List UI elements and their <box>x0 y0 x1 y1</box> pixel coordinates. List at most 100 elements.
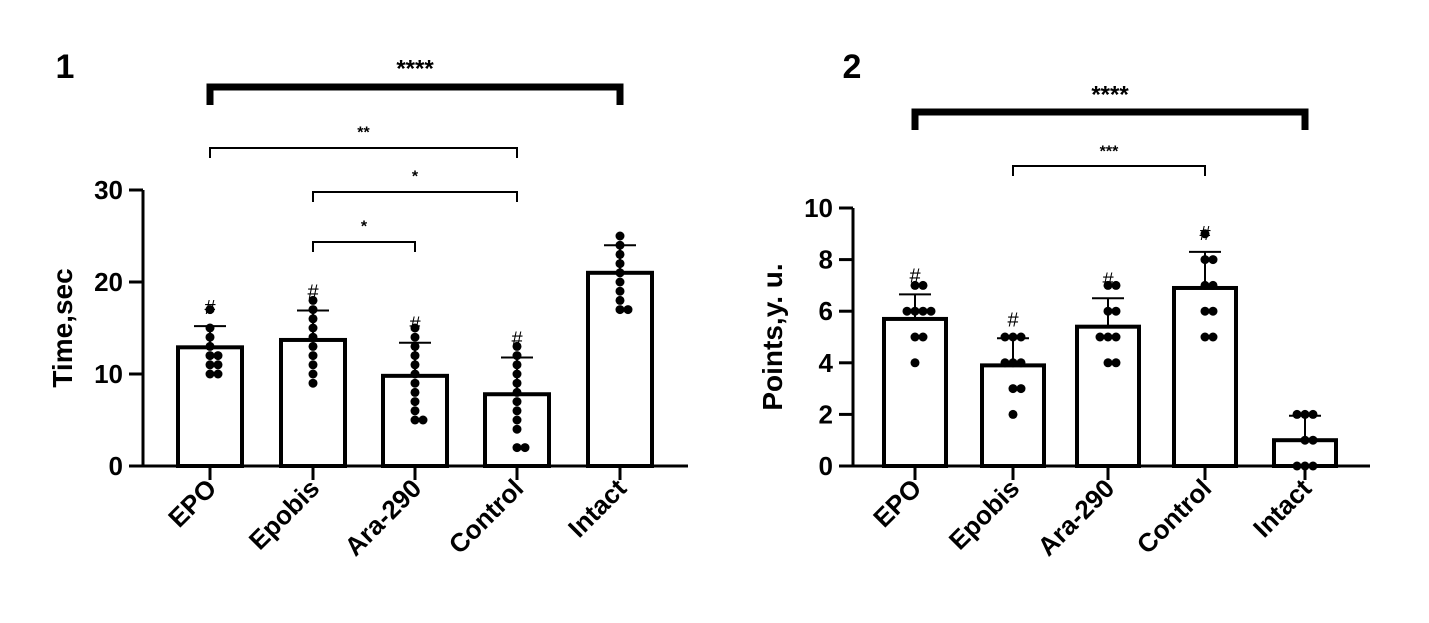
data-point <box>615 240 625 250</box>
data-point <box>1208 306 1218 316</box>
data-point <box>623 305 633 315</box>
data-point <box>926 306 936 316</box>
data-point <box>512 424 522 434</box>
data-point <box>615 305 625 315</box>
data-point <box>410 332 420 342</box>
comparison-label: * <box>361 219 368 236</box>
data-point <box>205 305 215 315</box>
data-point <box>410 323 420 333</box>
data-point <box>410 415 420 425</box>
y-axis-title: Time,sec <box>47 268 78 387</box>
significance-marker: # <box>409 314 421 336</box>
data-point <box>1308 461 1318 471</box>
data-point <box>1103 306 1113 316</box>
data-point <box>308 341 318 351</box>
data-point <box>918 280 928 290</box>
data-point <box>410 360 420 370</box>
data-point <box>308 305 318 315</box>
data-point <box>512 443 522 453</box>
y-tick-label: 4 <box>819 348 834 378</box>
data-point <box>512 378 522 388</box>
data-point <box>615 286 625 296</box>
data-point <box>1103 358 1113 368</box>
data-point <box>615 249 625 259</box>
category-label: Epobis <box>243 473 325 555</box>
y-tick-label: 6 <box>819 296 833 326</box>
y-tick-label: 30 <box>94 175 123 205</box>
comparison-label: **** <box>1091 81 1129 108</box>
significance-marker: # <box>1199 223 1211 245</box>
significance-marker: # <box>204 297 216 319</box>
data-point <box>410 341 420 351</box>
data-point <box>418 415 428 425</box>
data-point <box>918 306 928 316</box>
data-point <box>410 397 420 407</box>
data-point <box>1292 461 1302 471</box>
data-point <box>512 360 522 370</box>
data-point <box>410 369 420 379</box>
data-point <box>910 358 920 368</box>
data-point <box>213 369 223 379</box>
data-point <box>1103 332 1113 342</box>
data-point <box>308 351 318 361</box>
bar-intact <box>586 270 654 468</box>
data-point <box>205 332 215 342</box>
data-point <box>213 351 223 361</box>
data-point <box>205 369 215 379</box>
panel-label: 2 <box>843 48 862 86</box>
data-point <box>1200 332 1210 342</box>
data-point <box>1300 435 1310 445</box>
data-point <box>1208 255 1218 265</box>
data-point <box>308 369 318 379</box>
data-point <box>1008 409 1018 419</box>
data-point <box>615 268 625 278</box>
data-point <box>512 369 522 379</box>
data-point <box>1300 409 1310 419</box>
data-point <box>1200 306 1210 316</box>
data-point <box>1111 358 1121 368</box>
data-point <box>1016 332 1026 342</box>
comparison-bracket <box>206 83 624 105</box>
y-tick-label: 0 <box>819 451 833 481</box>
comparison-label: * <box>412 169 419 186</box>
category-label: Control <box>443 473 530 560</box>
bar-epobis <box>279 337 347 468</box>
data-point <box>308 323 318 333</box>
comparison-bracket <box>312 241 416 252</box>
y-tick-label: 10 <box>94 359 123 389</box>
data-point <box>615 295 625 305</box>
data-point <box>410 387 420 397</box>
category-label: EPO <box>867 473 927 533</box>
data-point <box>512 397 522 407</box>
data-point <box>1095 332 1105 342</box>
data-point <box>205 323 215 333</box>
data-point <box>615 277 625 287</box>
data-point <box>410 406 420 416</box>
comparison-label: ** <box>357 125 370 142</box>
data-point <box>910 280 920 290</box>
data-point <box>1200 255 1210 265</box>
data-point <box>1208 332 1218 342</box>
data-point <box>308 360 318 370</box>
data-point <box>1111 306 1121 316</box>
data-point <box>1008 384 1018 394</box>
category-label: Intact <box>562 473 632 543</box>
data-point <box>410 378 420 388</box>
significance-marker: # <box>909 265 921 287</box>
data-point <box>205 351 215 361</box>
comparison-bracket <box>1012 165 1206 176</box>
category-label: Ara-290 <box>1032 473 1121 562</box>
data-point <box>1008 332 1018 342</box>
data-point <box>512 341 522 351</box>
data-point <box>205 341 215 351</box>
panel-label: 1 <box>56 48 75 86</box>
y-tick-label: 20 <box>94 267 123 297</box>
data-point <box>902 306 912 316</box>
category-label: Intact <box>1247 473 1317 543</box>
significance-marker: # <box>307 282 319 304</box>
data-point <box>1000 332 1010 342</box>
data-point <box>1292 409 1302 419</box>
y-tick-label: 8 <box>819 245 833 275</box>
data-point <box>910 306 920 316</box>
